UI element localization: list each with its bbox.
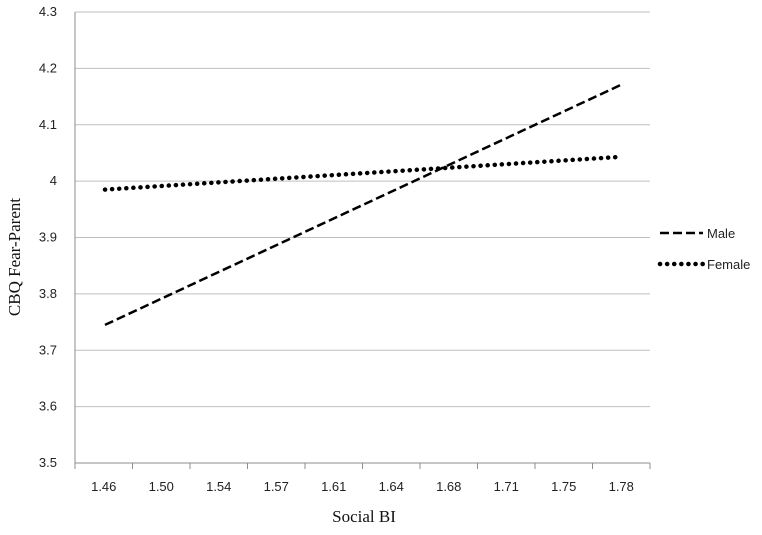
x-tick-label: 1.46	[91, 479, 116, 494]
x-tick-label: 1.75	[551, 479, 576, 494]
legend: Male Female	[657, 226, 750, 272]
legend-label-female: Female	[707, 257, 750, 272]
y-tick-label: 4.3	[39, 4, 57, 19]
axes	[74, 12, 651, 469]
series-lines	[102, 84, 623, 327]
x-axis-title: Social BI	[332, 507, 396, 526]
series-line-female	[102, 154, 623, 192]
x-tick-label: 1.68	[436, 479, 461, 494]
x-tick-label: 1.50	[149, 479, 174, 494]
y-tick-label: 3.5	[39, 455, 57, 470]
y-tick-label: 3.9	[39, 230, 57, 245]
y-tick-labels: 3.5 3.6 3.7 3.8 3.9 4 4.1 4.2 4.3	[39, 4, 57, 470]
legend-label-male: Male	[707, 226, 735, 241]
x-tick-label: 1.64	[379, 479, 404, 494]
x-tick-label: 1.54	[206, 479, 231, 494]
y-axis-title: CBQ Fear-Parent	[5, 198, 24, 316]
y-tick-label: 4.1	[39, 117, 57, 132]
y-tick-label: 3.8	[39, 286, 57, 301]
x-tick-label: 1.61	[321, 479, 346, 494]
gridlines	[75, 11, 650, 408]
y-tick-label: 3.7	[39, 342, 57, 357]
y-tick-label: 4	[50, 173, 57, 188]
x-tick-label: 1.78	[609, 479, 634, 494]
series-line-male	[104, 84, 621, 327]
x-tick-label: 1.71	[494, 479, 519, 494]
y-tick-label: 3.6	[39, 399, 57, 414]
x-tick-label: 1.57	[264, 479, 289, 494]
x-tick-labels: 1.46 1.50 1.54 1.57 1.61 1.64 1.68 1.71 1.75 1.78	[91, 479, 634, 494]
y-tick-label: 4.2	[39, 60, 57, 75]
